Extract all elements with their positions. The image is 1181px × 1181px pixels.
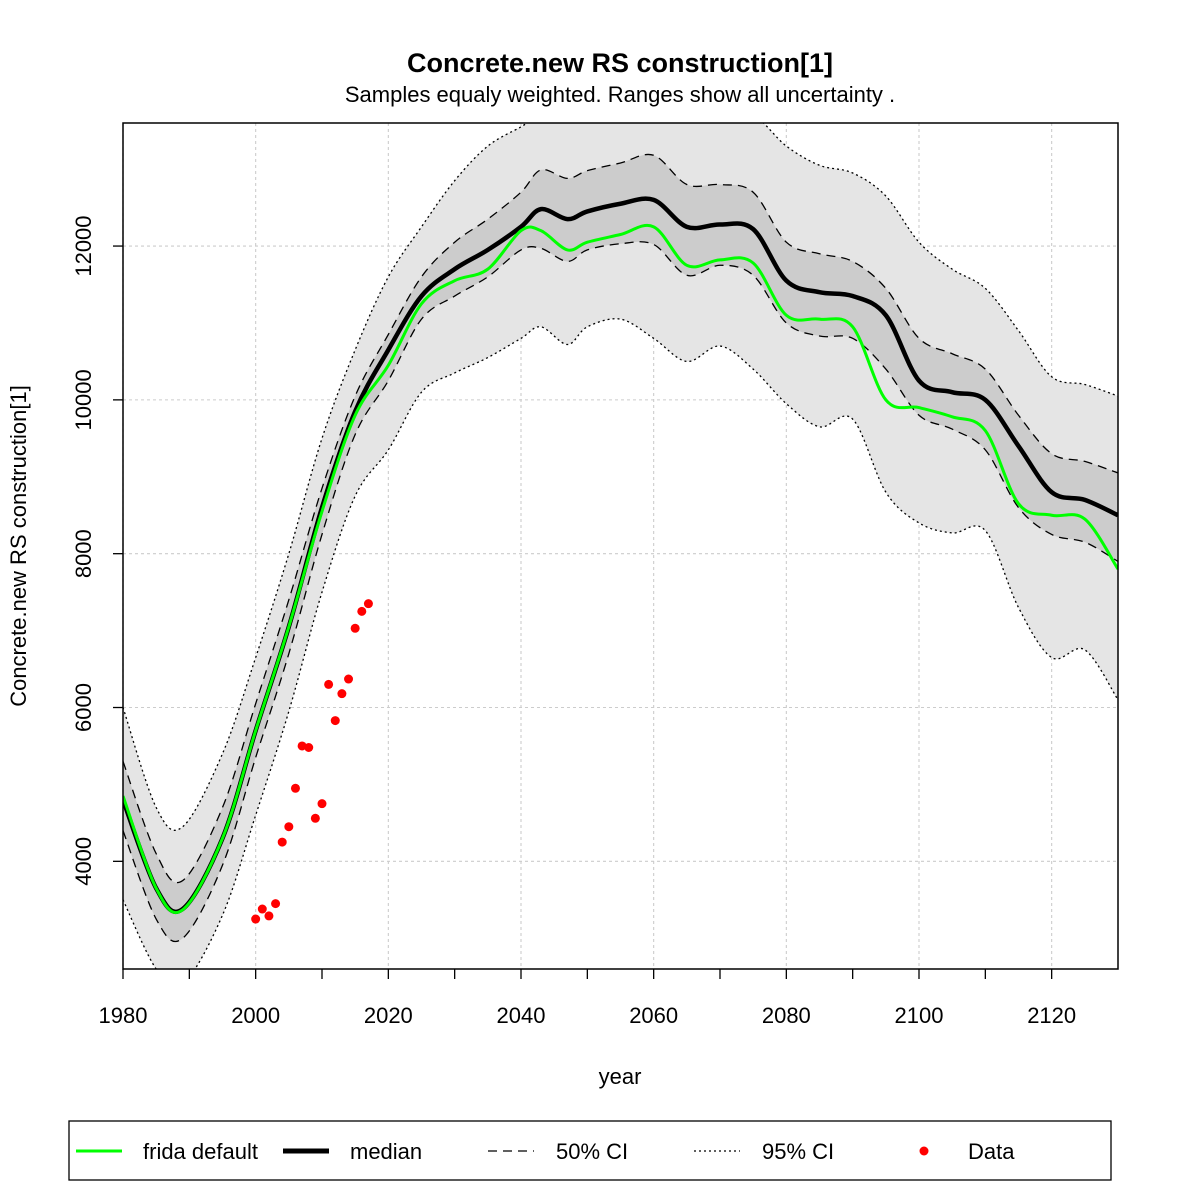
data-point	[350, 623, 360, 633]
x-tick-label: 2020	[364, 1003, 413, 1028]
data-point	[344, 674, 354, 684]
legend-data-label: Data	[968, 1139, 1015, 1164]
data-point	[317, 799, 327, 809]
data-point	[251, 914, 261, 924]
data-point	[324, 679, 334, 689]
ci95-band	[123, 123, 1118, 969]
legend-data-swatch	[919, 1146, 929, 1156]
x-axis: 1980 2000 2020 2040 2060 2080 2100 2120	[99, 969, 1076, 1028]
legend-median-label: median	[350, 1139, 422, 1164]
plot-frame	[122, 122, 1119, 970]
data-point	[337, 689, 347, 699]
ci50-lower-line	[123, 241, 1118, 943]
y-tick-label: 8000	[71, 529, 96, 578]
data-point	[284, 822, 294, 832]
legend-box	[68, 1120, 1112, 1181]
x-tick-label: 1980	[99, 1003, 148, 1028]
y-axis-label: Concrete.new RS construction[1]	[6, 385, 31, 707]
data-point	[304, 743, 314, 753]
data-point	[357, 606, 367, 616]
x-tick-label: 2060	[629, 1003, 678, 1028]
chart-title: Concrete.new RS construction[1]	[407, 48, 833, 78]
ci50-upper-line	[123, 153, 1118, 884]
chart-subtitle: Samples equaly weighted. Ranges show all…	[345, 82, 895, 107]
data-point	[310, 813, 320, 823]
x-axis-label: year	[599, 1064, 642, 1089]
data-point	[290, 783, 300, 793]
y-axis: 4000 6000 8000 10000 12000	[71, 215, 123, 886]
y-tick-label: 4000	[71, 837, 96, 886]
data-point	[277, 837, 287, 847]
y-tick-label: 6000	[71, 683, 96, 732]
legend-frida-label: frida default	[143, 1139, 258, 1164]
legend-ci95-label: 95% CI	[762, 1139, 834, 1164]
data-point	[271, 899, 281, 909]
series-lines	[123, 123, 1118, 969]
legend: frida default median 50% CI 95% CI Data	[68, 1120, 1112, 1181]
data-points	[251, 599, 373, 924]
data-point	[330, 716, 340, 726]
x-tick-label: 2000	[231, 1003, 280, 1028]
data-point	[264, 911, 274, 921]
y-tick-label: 10000	[71, 369, 96, 430]
y-tick-label: 12000	[71, 215, 96, 276]
legend-ci50-label: 50% CI	[556, 1139, 628, 1164]
frida-default-line	[123, 224, 1118, 915]
x-tick-label: 2040	[497, 1003, 546, 1028]
ci50-band	[123, 154, 1118, 942]
data-point	[363, 599, 373, 609]
x-tick-label: 2100	[895, 1003, 944, 1028]
x-tick-label: 2080	[762, 1003, 811, 1028]
ci-bands	[123, 123, 1118, 969]
ci95-lower-line	[123, 318, 1118, 969]
x-tick-label: 2120	[1027, 1003, 1076, 1028]
data-point	[257, 904, 267, 914]
